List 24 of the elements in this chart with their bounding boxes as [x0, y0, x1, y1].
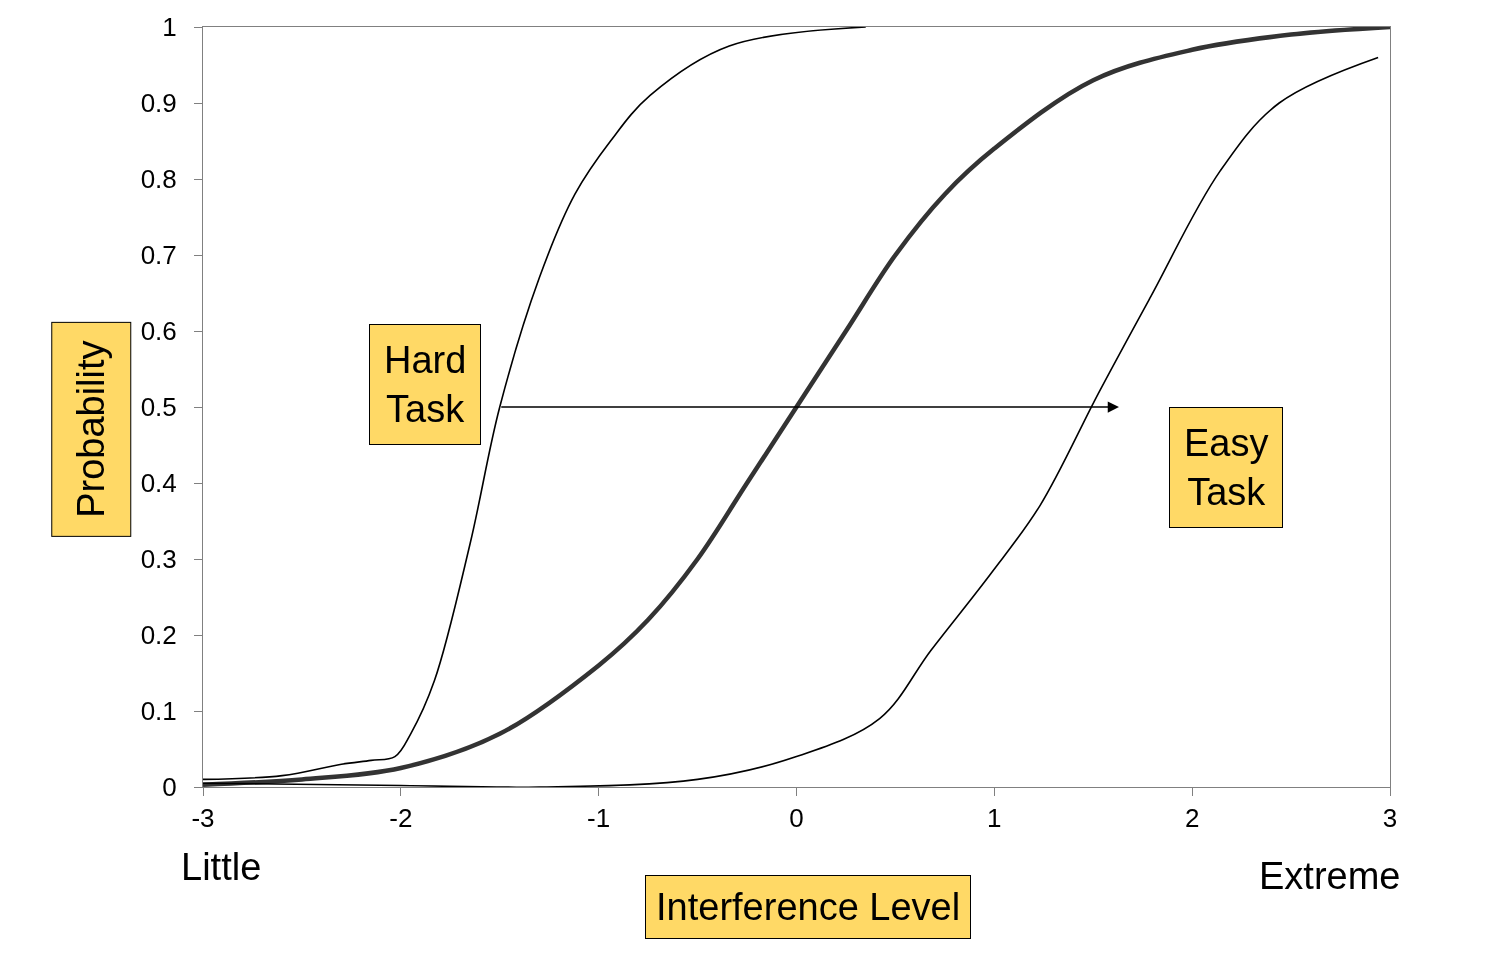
y-tick-label: 0.9 — [140, 88, 177, 119]
x-tick-label: -1 — [587, 803, 611, 834]
y-axis-title: Probability — [70, 340, 113, 518]
y-tick-label: 0.1 — [140, 696, 177, 727]
y-tick-label: 0.4 — [140, 468, 177, 499]
x-tick-label: 0 — [789, 803, 804, 834]
x-tick-label: -3 — [191, 803, 215, 834]
text: Extreme — [1259, 855, 1401, 897]
text: Little — [181, 846, 262, 888]
y-tick-label: 0.5 — [140, 392, 177, 423]
y-tick-label: 0.6 — [140, 316, 177, 347]
x-tick-label: 1 — [987, 803, 1002, 834]
x-axis-title: Interference Level — [656, 886, 961, 928]
y-tick-label: 0 — [162, 772, 177, 803]
x-tick-label: 2 — [1184, 803, 1200, 834]
x-tick-label: 3 — [1382, 803, 1398, 834]
y-tick-label: 1 — [162, 12, 177, 43]
y-tick-label: 0.2 — [140, 620, 177, 651]
annotation: Easy Task — [1184, 422, 1269, 514]
annotation: Hard Task — [384, 339, 467, 431]
y-tick-label: 0.7 — [140, 240, 177, 271]
y-tick-label: 0.3 — [140, 544, 177, 575]
x-tick-label: -2 — [389, 803, 413, 834]
y-tick-label: 0.8 — [140, 164, 177, 195]
